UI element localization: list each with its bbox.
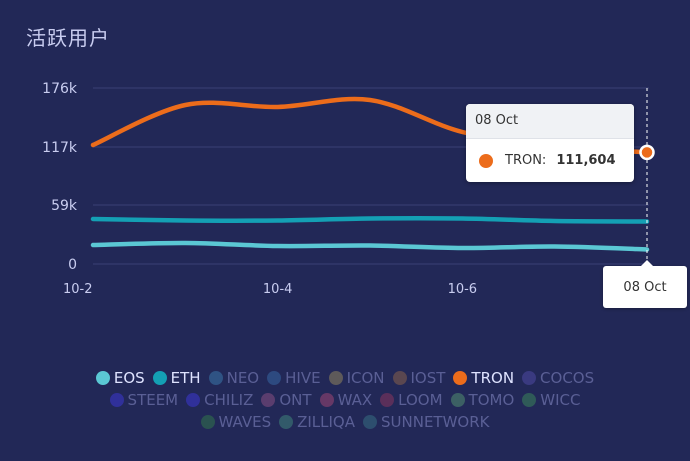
legend-dot-icon — [200, 415, 215, 429]
x-tick-label: 10-6 — [448, 282, 478, 297]
axis-pointer-label: 08 Oct — [603, 260, 687, 308]
legend-dot-icon — [208, 371, 223, 385]
legend-dot-icon — [267, 371, 282, 385]
legend-row: STEEM CHILIZ ONT WAX LOOM TOMO WICC — [109, 390, 580, 410]
chart-title: 活跃用户 — [26, 26, 110, 50]
legend-item-icon[interactable]: ICON — [328, 368, 385, 388]
legend-label: SUNNETWORK — [381, 413, 490, 431]
legend-dot-icon — [453, 371, 468, 385]
legend-label: WICC — [540, 391, 581, 409]
legend-dot-icon — [95, 371, 110, 385]
tron-highlight-point[interactable] — [639, 144, 655, 161]
legend-item-zilliqa[interactable]: ZILLIQA — [279, 412, 355, 432]
legend-item-hive[interactable]: HIVE — [267, 368, 321, 388]
legend-dot-icon — [522, 393, 537, 407]
series-line-eth[interactable] — [90, 215, 650, 224]
legend-dot-icon — [109, 393, 124, 407]
legend-label: ICON — [346, 369, 385, 387]
legend-row: WAVES ZILLIQA SUNNETWORK — [200, 412, 489, 432]
legend-item-steem[interactable]: STEEM — [109, 390, 179, 410]
legend-label: TRON — [471, 369, 515, 387]
legend-label: ETH — [170, 369, 201, 387]
legend-item-neo[interactable]: NEO — [208, 368, 260, 388]
legend-label: IOST — [410, 369, 446, 387]
tooltip-value: 111,604 — [556, 153, 616, 168]
legend-item-chiliz[interactable]: CHILIZ — [186, 390, 253, 410]
legend-dot-icon — [152, 371, 167, 385]
legend-item-iost[interactable]: IOST — [392, 368, 446, 388]
legend-item-cocos[interactable]: COCOS — [522, 368, 594, 388]
legend-label: WAX — [337, 391, 373, 409]
legend-label: TOMO — [468, 391, 515, 409]
legend-label: NEO — [226, 369, 260, 387]
y-tick-label: 117k — [42, 140, 78, 156]
y-tick-label: 59k — [51, 198, 78, 214]
y-tick-label: 176k — [42, 81, 78, 97]
legend-dot-icon — [363, 415, 377, 429]
legend-row: EOS ETH NEO HIVE ICON IOST TRON COCOS — [95, 368, 594, 388]
legend-label: ONT — [279, 391, 312, 409]
legend-item-tomo[interactable]: TOMO — [450, 390, 515, 410]
legend-item-eos[interactable]: EOS — [95, 368, 145, 388]
x-axis: 10-2 10-4 10-6 — [63, 282, 477, 297]
legend-label: HIVE — [285, 369, 321, 387]
legend-label: STEEM — [127, 391, 179, 409]
legend-item-wax[interactable]: WAX — [319, 390, 373, 410]
legend-dot-icon — [522, 371, 537, 385]
legend-dot-icon — [450, 393, 465, 407]
tooltip: 08 Oct TRON: 111,604 — [466, 104, 634, 182]
legend-item-tron[interactable]: TRON — [453, 368, 514, 388]
legend-label: WAVES — [218, 413, 272, 431]
y-axis: 0 59k 117k 176k — [42, 81, 78, 273]
legend-item-loom[interactable]: LOOM — [380, 390, 443, 410]
legend-dot-icon — [186, 393, 201, 407]
legend-item-waves[interactable]: WAVES — [200, 412, 272, 432]
tooltip-series-dot-icon — [479, 154, 493, 168]
legend-dot-icon — [261, 393, 276, 407]
legend-dot-icon — [319, 393, 334, 407]
legend-item-eth[interactable]: ETH — [152, 368, 201, 388]
x-tick-label: 10-2 — [63, 282, 93, 297]
legend: EOS ETH NEO HIVE ICON IOST TRON COCOS STEEM CHILI… — [0, 368, 690, 432]
legend-label: LOOM — [398, 391, 443, 409]
legend-label: EOS — [113, 369, 145, 387]
legend-dot-icon — [392, 371, 407, 385]
x-tick-label: 10-4 — [263, 282, 293, 297]
tooltip-series-name: TRON: — [505, 153, 547, 168]
legend-item-sunnetwork[interactable]: SUNNETWORK — [363, 412, 489, 432]
series-line-eos[interactable] — [90, 240, 650, 252]
tooltip-date: 08 Oct — [466, 104, 634, 139]
legend-dot-icon — [279, 415, 294, 429]
legend-label: COCOS — [540, 369, 595, 387]
legend-item-wicc[interactable]: WICC — [522, 390, 580, 410]
legend-item-ont[interactable]: ONT — [261, 390, 312, 410]
y-tick-label: 0 — [68, 257, 77, 273]
legend-dot-icon — [328, 371, 343, 385]
legend-dot-icon — [380, 393, 395, 407]
legend-label: CHILIZ — [204, 391, 254, 409]
legend-label: ZILLIQA — [297, 413, 355, 431]
tooltip-row: TRON: 111,604 — [466, 151, 634, 171]
